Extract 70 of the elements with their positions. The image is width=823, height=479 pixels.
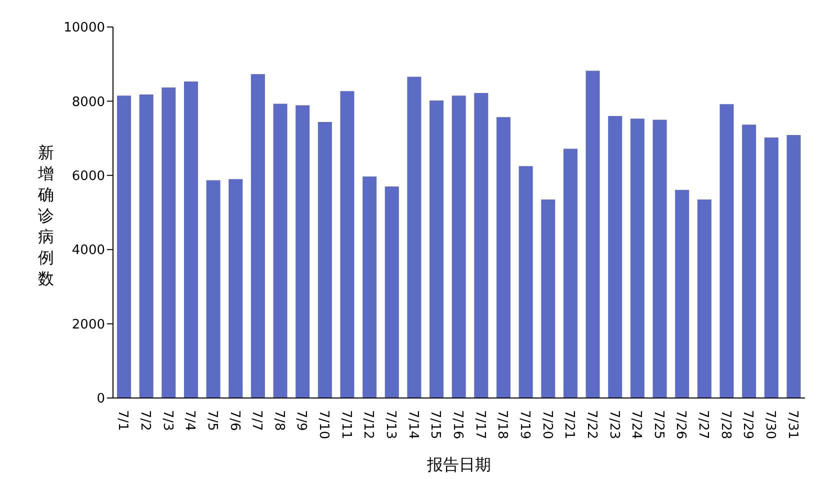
x-axis-title: 报告日期 [426,455,491,474]
bar [541,200,556,398]
bar [407,76,422,398]
x-tick-label: 7/7 [249,410,264,431]
bar [563,148,578,398]
x-tick-label: 7/22 [584,410,599,440]
bar [786,134,801,398]
x-tick-label: 7/29 [740,410,756,440]
x-tick-label: 7/14 [405,410,420,440]
bar [452,96,466,398]
bar [652,120,667,398]
x-tick-label: 7/1 [115,410,130,431]
bar [608,116,622,398]
y-tick-label: 4000 [72,243,105,258]
bar [496,117,510,398]
x-tick-label: 7/5 [204,410,220,431]
x-tick-label: 7/19 [516,410,532,440]
x-tick-label: 7/4 [182,410,198,431]
y-tick-label: 0 [96,392,105,407]
x-tick-label: 7/3 [160,410,175,431]
x-tick-label: 7/26 [673,410,688,440]
x-tick-label: 7/21 [562,410,577,440]
x-tick-label: 7/6 [226,410,242,431]
bar [720,104,734,398]
x-tick-label: 7/27 [696,410,711,440]
bar [697,200,712,398]
x-tick-label: 7/28 [718,410,733,440]
x-tick-label: 7/17 [472,410,488,440]
bar [764,138,778,398]
bar [675,190,690,398]
bar [273,104,288,398]
bar [430,100,444,398]
y-axis-title: 新增确诊病例数 [37,143,54,288]
x-tick-label: 7/24 [628,410,644,440]
x-tick-label: 7/9 [294,410,309,431]
bar [162,87,176,398]
x-tick-label: 7/15 [428,410,443,440]
bar [518,166,533,398]
bar [630,118,644,398]
x-tick-label: 7/31 [784,410,800,440]
bar [296,105,310,398]
x-tick-label: 7/16 [450,410,465,440]
bar [318,122,332,398]
x-tick-label: 7/20 [539,410,554,440]
bar [139,94,154,398]
y-tick-label: 8000 [72,94,105,110]
x-tick-label: 7/11 [338,410,354,440]
bar [250,74,265,398]
bar [742,124,756,398]
x-tick-label: 7/13 [383,410,398,440]
bar [206,180,220,398]
x-tick-label: 7/18 [494,410,510,440]
y-tick-label: 10000 [64,20,105,36]
x-tick-label: 7/8 [271,410,286,431]
bar [184,82,198,398]
x-tick-label: 7/23 [606,410,622,440]
y-tick-label: 6000 [72,169,105,184]
bar [474,93,488,398]
x-tick-label: 7/12 [360,410,376,440]
y-tick-label: 2000 [72,317,105,332]
bar [340,91,354,398]
bar [228,179,243,398]
x-tick-label: 7/30 [762,410,778,440]
bar [362,176,377,398]
bar [117,96,132,398]
x-tick-label: 7/25 [650,410,666,440]
bar [384,186,399,398]
x-tick-label: 7/10 [316,410,332,440]
bar [586,70,600,398]
x-tick-label: 7/2 [137,410,152,431]
